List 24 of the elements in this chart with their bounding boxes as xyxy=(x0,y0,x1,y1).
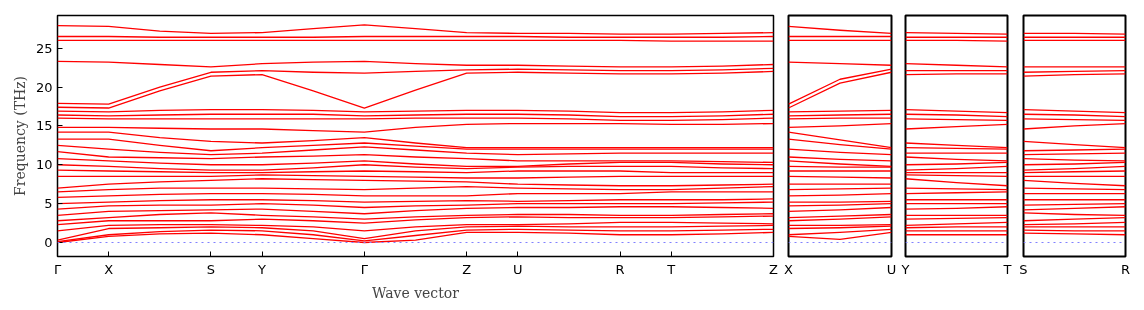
y-tick-label: 25 xyxy=(35,40,53,56)
x-tick-label: U xyxy=(886,261,897,277)
x-tick-label: X xyxy=(104,261,114,277)
x-axis-title: Wave vector xyxy=(372,284,460,301)
y-tick-label: 20 xyxy=(35,79,53,95)
x-tick-label: X xyxy=(784,261,794,277)
x-tick-label: Z xyxy=(769,261,779,277)
y-tick-label: 5 xyxy=(44,196,53,212)
x-tick-label: Γ xyxy=(360,261,369,277)
y-tick-label: 15 xyxy=(35,118,53,134)
x-tick-label: T xyxy=(1002,261,1012,277)
x-tick-label: Γ xyxy=(53,261,62,277)
y-axis-title: Frequency (THz) xyxy=(11,75,28,197)
x-tick-label: S xyxy=(1019,261,1028,277)
y-tick-label: 10 xyxy=(35,157,53,173)
x-tick-label: U xyxy=(513,261,523,277)
y-tick-label: 0 xyxy=(44,235,53,251)
x-tick-label: Y xyxy=(900,261,910,277)
x-tick-label: Y xyxy=(257,261,267,277)
x-tick-label: Z xyxy=(462,261,472,277)
x-tick-label: R xyxy=(615,261,625,277)
x-tick-label: S xyxy=(206,261,216,277)
x-tick-label: T xyxy=(666,261,676,277)
x-tick-label: R xyxy=(1120,261,1131,277)
